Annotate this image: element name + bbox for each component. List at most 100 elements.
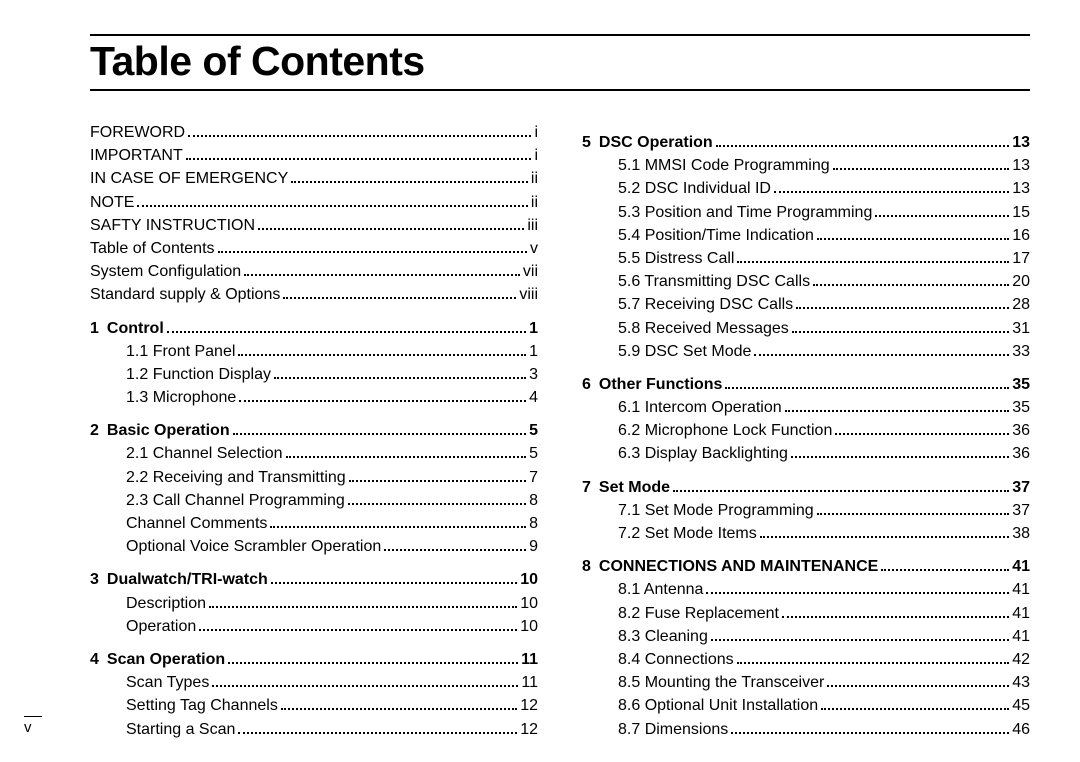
toc-label: 1.2 Function Display — [126, 363, 271, 386]
toc-leader-dots — [785, 410, 1010, 412]
toc-page-number: 10 — [520, 615, 538, 638]
toc-label: System Configulation — [90, 260, 241, 283]
toc-label: 1.1 Front Panel — [126, 340, 235, 363]
section-spacer — [582, 121, 1030, 131]
toc-page-number: viii — [519, 283, 538, 306]
toc-page-number: 37 — [1012, 476, 1030, 499]
toc-label: 7 Set Mode — [582, 476, 670, 499]
toc-leader-dots — [228, 662, 518, 664]
toc-page-number: 7 — [529, 466, 538, 489]
toc-label: Channel Comments — [126, 512, 267, 535]
toc-page-number: 5 — [529, 419, 538, 442]
toc-page-number: 41 — [1012, 625, 1030, 648]
toc-page-number: 36 — [1012, 442, 1030, 465]
toc-page-number: 45 — [1012, 694, 1030, 717]
toc-label: 8 CONNECTIONS AND MAINTENANCE — [582, 555, 878, 578]
section-spacer — [90, 307, 538, 317]
toc-page-number: 17 — [1012, 247, 1030, 270]
toc-label: 6.3 Display Backlighting — [618, 442, 788, 465]
toc-entry: Scan Types11 — [90, 671, 538, 694]
toc-entry: NOTEii — [90, 191, 538, 214]
toc-page-number: 36 — [1012, 419, 1030, 442]
toc-entry: 5.1 MMSI Code Programming13 — [582, 154, 1030, 177]
toc-leader-dots — [212, 685, 518, 687]
toc-page-number: 10 — [520, 568, 538, 591]
toc-page-number: 8 — [529, 489, 538, 512]
toc-label: 2 Basic Operation — [90, 419, 230, 442]
toc-section: 1 Control1 — [90, 317, 538, 340]
toc-page-number: ii — [531, 167, 538, 190]
toc-entry: 6.3 Display Backlighting 36 — [582, 442, 1030, 465]
toc-leader-dots — [233, 433, 526, 435]
toc-page-number: 13 — [1012, 131, 1030, 154]
toc-entry: 7.2 Set Mode Items38 — [582, 522, 1030, 545]
toc-page-number: 16 — [1012, 224, 1030, 247]
toc-page-number: 11 — [521, 671, 538, 694]
toc-leader-dots — [283, 297, 516, 299]
toc-leader-dots — [817, 238, 1009, 240]
toc-label: 5.2 DSC Individual ID — [618, 177, 771, 200]
toc-page-number: iii — [527, 214, 538, 237]
toc-page-number: 42 — [1012, 648, 1030, 671]
toc-label: 1 Control — [90, 317, 164, 340]
toc-entry: 5.3 Position and Time Programming15 — [582, 201, 1030, 224]
toc-entry: 8.2 Fuse Replacement41 — [582, 602, 1030, 625]
toc-label: 5 DSC Operation — [582, 131, 713, 154]
toc-leader-dots — [349, 480, 526, 482]
section-spacer — [582, 466, 1030, 476]
toc-label: NOTE — [90, 191, 134, 214]
toc-leader-dots — [782, 616, 1009, 618]
page-title: Table of Contents — [90, 38, 1030, 85]
toc-leader-dots — [167, 331, 526, 333]
toc-label: SAFTY INSTRUCTION — [90, 214, 255, 237]
toc-leader-dots — [711, 639, 1009, 641]
toc-entry: 5.2 DSC Individual ID 13 — [582, 177, 1030, 200]
toc-page-number: 13 — [1012, 177, 1030, 200]
toc-page-number: 15 — [1012, 201, 1030, 224]
toc-label: 7.2 Set Mode Items — [618, 522, 757, 545]
toc-page-number: 3 — [529, 363, 538, 386]
toc-entry: 8.7 Dimensions46 — [582, 718, 1030, 741]
toc-leader-dots — [384, 549, 526, 551]
toc-leader-dots — [716, 145, 1010, 147]
toc-leader-dots — [737, 662, 1010, 664]
toc-label: 7.1 Set Mode Programming — [618, 499, 814, 522]
toc-entry: FOREWORDi — [90, 121, 538, 144]
toc-label: 8.6 Optional Unit Installation — [618, 694, 818, 717]
toc-leader-dots — [792, 331, 1009, 333]
toc-label: 1.3 Microphone — [126, 386, 236, 409]
toc-page-number: 12 — [520, 718, 538, 741]
toc-page-number: 28 — [1012, 293, 1030, 316]
toc-entry: IMPORTANTi — [90, 144, 538, 167]
toc-leader-dots — [244, 274, 520, 276]
toc-label: 6.2 Microphone Lock Function — [618, 419, 832, 442]
page-number-rule — [24, 716, 42, 717]
top-rule — [90, 34, 1030, 36]
toc-section: 2 Basic Operation 5 — [90, 419, 538, 442]
toc-leader-dots — [817, 513, 1010, 515]
toc-label: 4 Scan Operation — [90, 648, 225, 671]
page-number: v — [24, 719, 32, 736]
toc-page-number: i — [534, 121, 538, 144]
toc-leader-dots — [760, 536, 1009, 538]
toc-leader-dots — [238, 732, 517, 734]
toc-leader-dots — [875, 215, 1009, 217]
section-spacer — [90, 409, 538, 419]
toc-page-number: 41 — [1012, 602, 1030, 625]
toc-page-number: v — [530, 237, 538, 260]
toc-label: Optional Voice Scrambler Operation — [126, 535, 381, 558]
toc-entry: SAFTY INSTRUCTION iii — [90, 214, 538, 237]
toc-label: 5.8 Received Messages — [618, 317, 789, 340]
toc-page-number: 4 — [529, 386, 538, 409]
toc-page-number: 9 — [529, 535, 538, 558]
toc-entry: 6.1 Intercom Operation35 — [582, 396, 1030, 419]
toc-entry: 1.2 Function Display 3 — [90, 363, 538, 386]
toc-page-number: vii — [523, 260, 538, 283]
toc-leader-dots — [706, 592, 1009, 594]
toc-entry: Table of Contentsv — [90, 237, 538, 260]
toc-entry: 5.9 DSC Set Mode33 — [582, 340, 1030, 363]
toc-entry: IN CASE OF EMERGENCYii — [90, 167, 538, 190]
toc-leader-dots — [291, 181, 528, 183]
toc-leader-dots — [796, 307, 1009, 309]
toc-label: 2.1 Channel Selection — [126, 442, 283, 465]
